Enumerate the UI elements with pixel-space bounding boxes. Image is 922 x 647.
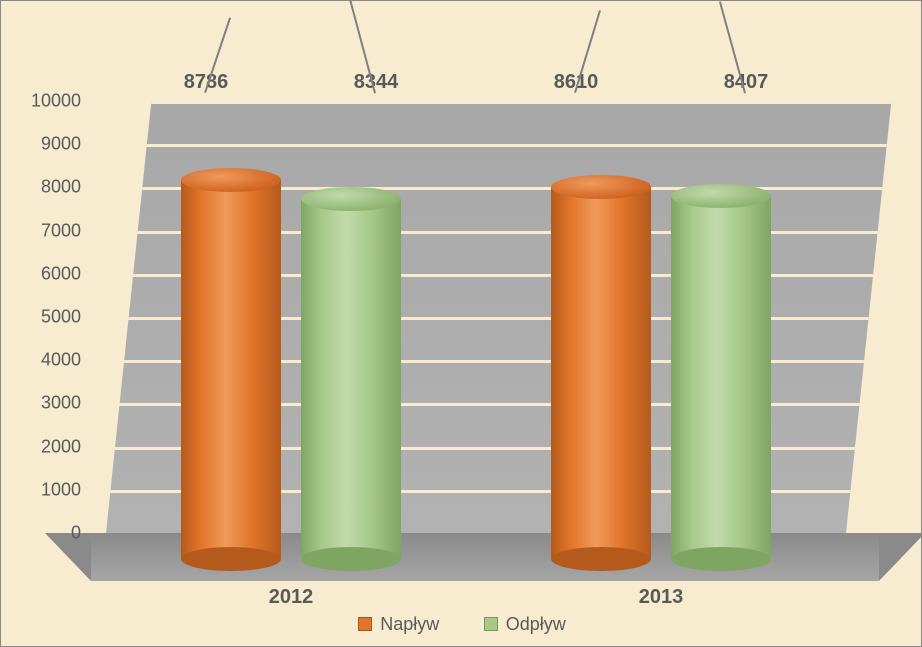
y-axis-tick-label: 9000	[1, 134, 81, 155]
y-axis-tick-label: 4000	[1, 350, 81, 371]
data-label: 8344	[354, 71, 399, 94]
y-axis-tick-label: 0	[1, 523, 81, 544]
y-axis-tick-label: 3000	[1, 393, 81, 414]
legend-swatch-naplyw	[358, 617, 372, 631]
cylinder-bar	[671, 196, 771, 559]
legend-label-naplyw: Napływ	[380, 614, 439, 635]
x-axis-category-label: 2012	[269, 586, 314, 609]
cylinder-bar	[181, 180, 281, 560]
legend-label-odplyw: Odpływ	[506, 614, 566, 635]
y-axis-tick-label: 1000	[1, 479, 81, 500]
chart-frame: 0 1000 2000 3000 4000 5000 6000 7000 8000 9000 100…	[0, 0, 922, 647]
cylinder-bar	[301, 199, 401, 559]
y-axis-tick-label: 5000	[1, 307, 81, 328]
x-axis-category-label: 2013	[639, 586, 684, 609]
y-axis-tick-label: 10000	[1, 91, 81, 112]
data-label: 8407	[724, 71, 769, 94]
gridline	[147, 144, 887, 147]
y-axis-tick-label: 2000	[1, 436, 81, 457]
y-axis-tick-label: 6000	[1, 263, 81, 284]
legend: Napływ Odpływ	[1, 614, 922, 637]
y-axis-tick-label: 7000	[1, 220, 81, 241]
cylinder-bar	[551, 187, 651, 559]
y-axis-tick-label: 8000	[1, 177, 81, 198]
legend-item-odplyw: Odpływ	[484, 614, 566, 635]
legend-item-naplyw: Napływ	[358, 614, 439, 635]
gridline	[151, 101, 891, 104]
legend-swatch-odplyw	[484, 617, 498, 631]
